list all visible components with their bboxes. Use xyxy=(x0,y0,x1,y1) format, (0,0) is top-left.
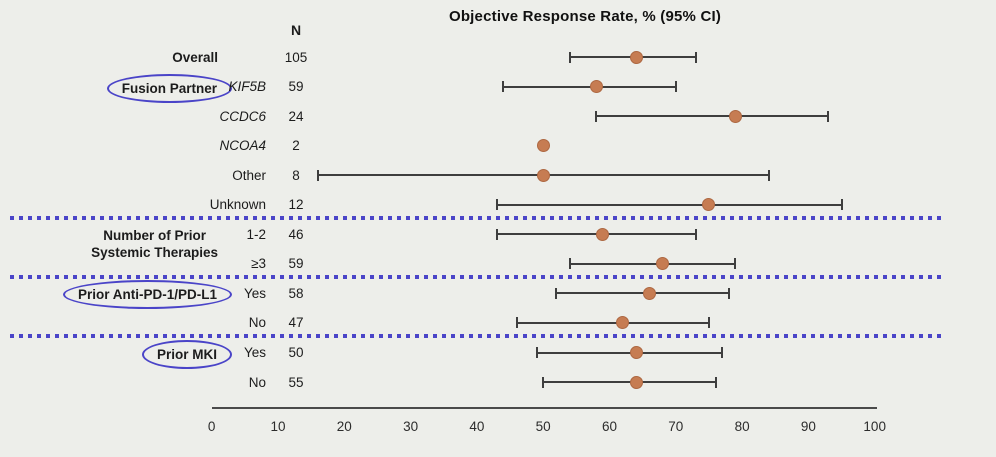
n-column-header: N xyxy=(290,22,302,38)
point-marker xyxy=(536,168,550,182)
ci-cap-right xyxy=(734,258,737,270)
axis-tick-label: 0 xyxy=(207,419,216,434)
ci-bar xyxy=(596,115,829,118)
ci-cap-left xyxy=(568,51,571,63)
ci-cap-left xyxy=(502,81,505,93)
subgroup-label: 1-2 xyxy=(246,226,266,242)
n-value: 47 xyxy=(288,315,304,331)
ci-bar xyxy=(569,262,736,265)
subgroup-label: KIF5B xyxy=(228,79,266,95)
n-value: 24 xyxy=(288,108,304,124)
n-value: 12 xyxy=(288,197,304,213)
group-label: Number of Prior Systemic Therapies xyxy=(91,228,218,261)
ci-cap-right xyxy=(707,317,710,329)
ci-bar xyxy=(543,381,716,384)
separator-line xyxy=(10,274,946,279)
subgroup-label: No xyxy=(248,315,266,331)
group-label-circled: Prior Anti-PD-1/PD-L1 xyxy=(62,280,232,310)
ci-cap-left xyxy=(542,376,545,388)
point-marker xyxy=(728,109,742,123)
n-value: 2 xyxy=(292,138,300,154)
ci-bar xyxy=(556,292,729,295)
ci-cap-right xyxy=(721,347,724,358)
ci-cap-left xyxy=(568,258,571,270)
point-marker xyxy=(642,286,656,300)
group-label-circled: Prior MKI xyxy=(141,339,232,369)
n-value: 59 xyxy=(288,79,304,95)
n-value: 46 xyxy=(288,226,304,242)
point-marker xyxy=(656,257,670,271)
ci-cap-right xyxy=(827,110,830,122)
point-marker xyxy=(536,139,550,153)
subgroup-label: Yes xyxy=(243,285,266,301)
ci-cap-left xyxy=(495,228,498,240)
subgroup-label: ≥3 xyxy=(251,256,266,272)
axis-tick-label: 50 xyxy=(535,419,551,434)
n-value: 55 xyxy=(288,374,304,390)
point-marker xyxy=(596,227,610,241)
axis-tick-label: 40 xyxy=(469,419,485,434)
ci-cap-right xyxy=(767,169,770,181)
axis-tick-label: 10 xyxy=(270,419,286,434)
separator-line xyxy=(10,215,946,220)
ci-cap-right xyxy=(840,199,843,211)
subgroup-label: NCOA4 xyxy=(219,138,266,154)
point-marker xyxy=(629,346,643,359)
ci-bar xyxy=(496,203,842,206)
ci-bar xyxy=(516,321,709,324)
ci-cap-right xyxy=(694,51,697,63)
separator-line xyxy=(10,333,946,338)
group-label: Overall xyxy=(172,49,218,65)
ci-cap-right xyxy=(674,81,677,93)
ci-bar xyxy=(496,233,696,236)
point-marker xyxy=(629,375,643,389)
ci-cap-left xyxy=(495,199,498,211)
point-marker xyxy=(702,198,716,212)
ci-cap-left xyxy=(595,110,598,122)
axis-tick-label: 100 xyxy=(863,419,886,434)
axis-tick-label: 60 xyxy=(601,419,618,434)
ci-cap-right xyxy=(694,228,697,240)
axis-tick-label: 80 xyxy=(734,419,750,434)
n-value: 8 xyxy=(292,167,300,183)
point-marker xyxy=(589,80,603,94)
n-value: 105 xyxy=(284,49,308,65)
axis-line xyxy=(211,407,877,409)
ci-cap-left xyxy=(555,287,558,299)
subgroup-label: Unknown xyxy=(209,197,266,213)
axis-tick-label: 30 xyxy=(403,419,419,434)
ci-cap-right xyxy=(714,376,717,388)
point-marker xyxy=(629,50,643,64)
ci-cap-left xyxy=(535,347,538,358)
ci-bar xyxy=(536,351,723,354)
subgroup-label: Other xyxy=(232,167,266,183)
axis-tick-label: 90 xyxy=(800,419,816,434)
ci-cap-left xyxy=(515,317,518,329)
point-marker xyxy=(616,316,630,330)
axis-tick-label: 70 xyxy=(668,419,684,434)
n-value: 59 xyxy=(288,256,304,272)
ci-cap-right xyxy=(727,287,730,299)
group-label-circled: Fusion Partner xyxy=(106,73,232,103)
chart-title: Objective Response Rate, % (95% CI) xyxy=(448,8,722,25)
subgroup-label: No xyxy=(248,374,266,390)
n-value: 58 xyxy=(288,285,304,301)
subgroup-label: CCDC6 xyxy=(219,108,266,124)
subgroup-label: Yes xyxy=(243,345,266,360)
ci-cap-left xyxy=(316,169,319,181)
axis-tick-label: 20 xyxy=(336,419,352,434)
n-value: 50 xyxy=(288,345,304,360)
ci-bar xyxy=(503,85,676,88)
